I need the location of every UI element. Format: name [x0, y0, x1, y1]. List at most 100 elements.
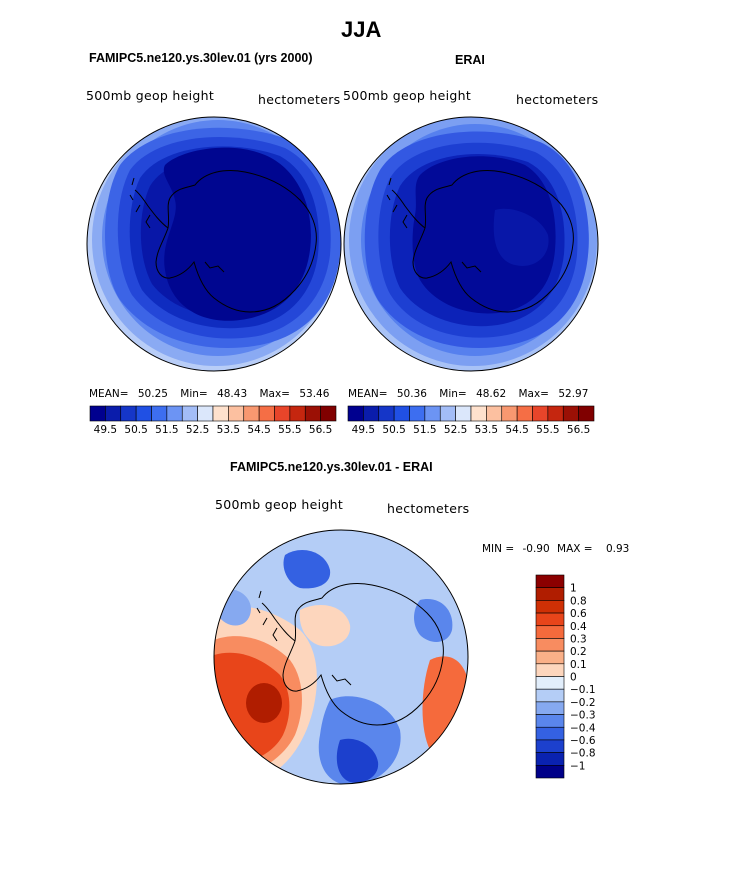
- colorbar-model-tick-label: 52.5: [186, 424, 209, 436]
- colorbar-diff-swatch-14: [535, 752, 565, 766]
- field-diff-cool-3: [283, 550, 331, 589]
- colorbar-model: 49.5 50.5 51.5 52.5 53.5 54.5 55.5 56.5: [89, 405, 337, 436]
- colorbar-diff-swatch-11: [535, 714, 565, 728]
- colorbar-model-tick-label: 50.5: [124, 424, 147, 436]
- colorbar-model-swatch-0: [89, 405, 106, 422]
- colorbar-diff-tick-label: −0.8: [570, 748, 596, 760]
- colorbar-obs-swatch-6: [439, 405, 456, 422]
- colorbar-diff: 10.80.60.40.30.20.10−0.1−0.2−0.3−0.4−0.6…: [535, 574, 596, 779]
- stats-model-mean-label: MEAN=: [89, 388, 129, 400]
- colorbar-model-tick-label: 54.5: [247, 424, 270, 436]
- colorbar-diff-tick-label: 0.8: [570, 595, 587, 607]
- colorbar-model-swatch-6: [181, 405, 198, 422]
- colorbar-diff-swatch-9: [535, 688, 565, 703]
- colorbar-obs-swatch-12: [532, 405, 549, 422]
- units-label-diff: hectometers: [387, 501, 470, 516]
- colorbar-diff-swatch-8: [535, 676, 565, 690]
- colorbar-obs-swatch-11: [516, 405, 533, 422]
- colorbar-model-swatch-9: [228, 405, 245, 422]
- field-diff-cool-2: [336, 738, 379, 783]
- colorbar-diff-swatch-15: [535, 765, 565, 779]
- units-label-obs: hectometers: [516, 92, 599, 107]
- variable-label-model: 500mb geop height: [86, 88, 215, 103]
- colorbar-model-swatch-13: [289, 405, 306, 422]
- colorbar-model-tick-label: 49.5: [94, 424, 117, 436]
- panel-title-obs: ERAI: [455, 53, 485, 67]
- stats-obs-max-label: Max=: [518, 388, 549, 400]
- map-obs-border: [343, 116, 599, 372]
- stats-model-min-label: Min=: [180, 388, 208, 400]
- field-level-obs-6: [412, 156, 556, 314]
- colorbar-obs-swatch-13: [547, 405, 564, 422]
- main-title: JJA: [341, 17, 382, 42]
- colorbar-model-swatch-3: [135, 405, 152, 422]
- colorbar-model-swatch-12: [274, 405, 291, 422]
- colorbar-diff-tick-label: −1: [570, 760, 585, 772]
- diff-title: FAMIPC5.ne120.ys.30lev.01 - ERAI: [230, 460, 433, 474]
- field-diff-warm-center: [299, 605, 351, 647]
- stats-obs-mean: 50.36: [396, 388, 427, 400]
- diff-max-label: MAX =: [557, 543, 593, 555]
- map-diff-border: [213, 529, 469, 785]
- variable-label-obs: 500mb geop height: [343, 88, 472, 103]
- colorbar-diff-tick-label: 0.3: [570, 633, 587, 645]
- colorbar-model-swatch-4: [151, 405, 168, 422]
- colorbar-obs-swatch-15: [578, 405, 595, 422]
- colorbar-diff-tick-label: −0.4: [570, 722, 596, 734]
- colorbar-model-swatch-8: [212, 405, 229, 422]
- stats-model-mean: 50.25: [137, 388, 168, 400]
- field-diff-max: [246, 683, 282, 723]
- colorbar-obs-swatch-8: [470, 405, 487, 422]
- panel-title-model: FAMIPC5.ne120.ys.30lev.01 (yrs 2000): [89, 51, 313, 65]
- stats-obs-max: 52.97: [558, 388, 589, 400]
- units-label-model: hectometers: [258, 92, 341, 107]
- colorbar-diff-tick-label: 1: [570, 583, 577, 595]
- colorbar-diff-swatch-12: [535, 726, 565, 741]
- colorbar-obs-tick-label: 52.5: [444, 424, 467, 436]
- colorbar-model-swatch-11: [258, 405, 275, 422]
- coastline-obs: [386, 170, 574, 313]
- colorbar-model-tick-label: 56.5: [309, 424, 332, 436]
- diff-min: -0.90: [522, 543, 550, 555]
- colorbar-diff-tick-label: 0.4: [570, 621, 587, 633]
- colorbar-obs-swatch-5: [424, 405, 441, 422]
- map-model-field: [87, 117, 341, 371]
- colorbar-obs-tick-label: 53.5: [475, 424, 498, 436]
- colorbar-obs-tick-label: 51.5: [413, 424, 436, 436]
- colorbar-diff-tick-label: −0.6: [570, 735, 596, 747]
- stats-obs-min-label: Min=: [439, 388, 467, 400]
- colorbar-obs-tick-label: 49.5: [352, 424, 375, 436]
- variable-label-diff: 500mb geop height: [215, 497, 344, 512]
- colorbar-model-tick-label: 55.5: [278, 424, 301, 436]
- colorbar-obs-tick-label: 55.5: [536, 424, 559, 436]
- colorbar-obs-swatch-9: [486, 405, 503, 422]
- colorbar-model-swatch-14: [304, 405, 321, 422]
- colorbar-diff-swatch-2: [535, 600, 565, 614]
- colorbar-diff-tick-label: −0.3: [570, 710, 596, 722]
- field-level-model-7: [163, 147, 311, 321]
- colorbar-diff-swatch-0: [535, 574, 565, 588]
- colorbar-diff-swatch-4: [535, 625, 565, 639]
- colorbar-model-swatch-5: [166, 405, 183, 422]
- colorbar-obs-swatch-10: [501, 405, 518, 422]
- diff-max: 0.93: [605, 543, 630, 555]
- colorbar-model-swatch-10: [243, 405, 260, 422]
- colorbar-obs-tick-label: 50.5: [382, 424, 405, 436]
- field-level-obs-7: [493, 208, 549, 266]
- colorbar-model-swatch-2: [120, 405, 137, 422]
- colorbar-obs-swatch-14: [562, 405, 579, 422]
- stats-model: MEAN= 50.25 Min= 48.43 Max= 53.46: [89, 388, 329, 400]
- stats-model-max-label: Max=: [259, 388, 290, 400]
- colorbar-diff-swatch-13: [535, 739, 565, 753]
- colorbar-diff-swatch-1: [535, 587, 565, 601]
- colorbar-obs-tick-label: 54.5: [505, 424, 528, 436]
- colorbar-obs-swatch-2: [378, 405, 395, 422]
- colorbar-diff-swatch-10: [535, 701, 565, 715]
- colorbar-model-tick-label: 53.5: [217, 424, 240, 436]
- colorbar-obs-swatch-1: [363, 405, 380, 422]
- colorbar-diff-tick-label: −0.1: [570, 684, 596, 696]
- colorbar-model-swatch-7: [197, 405, 214, 422]
- colorbar-diff-tick-label: 0: [570, 672, 577, 684]
- colorbar-diff-swatch-7: [535, 663, 565, 677]
